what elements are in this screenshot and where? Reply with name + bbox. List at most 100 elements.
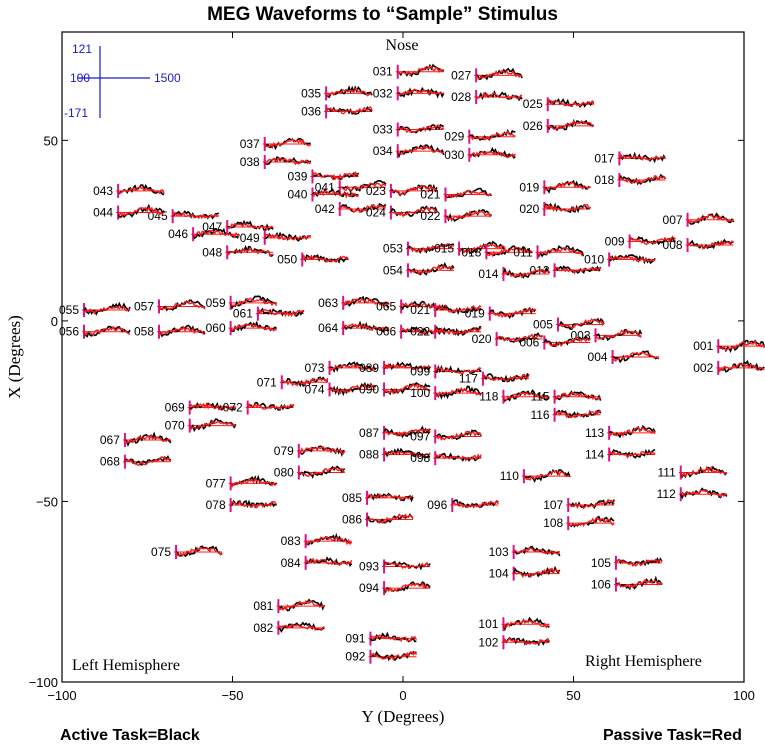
sensor-label: 066: [376, 325, 396, 339]
sensor-label: 019: [519, 180, 539, 194]
passive-waveform: [618, 153, 666, 162]
active-waveform: [554, 390, 602, 401]
sensor-021b: 021: [410, 303, 482, 318]
sensor-label: 085: [342, 491, 362, 505]
passive-waveform: [513, 567, 561, 579]
passive-waveform: [513, 547, 561, 555]
sensor-label: 054: [383, 263, 403, 277]
passive-waveform: [301, 254, 349, 263]
sensor-050: 050: [277, 252, 349, 267]
sensor-069: 069: [165, 400, 237, 415]
sensor-label: 086: [342, 513, 362, 527]
sensor-038: 038: [240, 155, 312, 169]
sensor-072: 072: [223, 400, 295, 415]
sensor-label: 065: [376, 299, 396, 313]
y-axis-label: X (Degrees): [5, 315, 24, 399]
waveform-layer: 031 027 035 032 028 025 036 033 029 026 037 034 030 0…: [59, 63, 765, 664]
sensor-084: 084: [281, 555, 353, 570]
active-waveform: [544, 179, 591, 194]
passive-waveform: [407, 263, 455, 275]
sensor-106: 106: [591, 575, 663, 592]
passive-waveform: [628, 236, 677, 245]
passive-waveform: [124, 434, 172, 445]
sensor-033: 033: [373, 122, 445, 137]
sensor-label: 077: [206, 476, 226, 490]
y-tick-label: 50: [44, 133, 58, 148]
passive-waveform: [686, 214, 735, 224]
sensor-label: 093: [359, 559, 379, 573]
passive-waveform: [383, 362, 431, 372]
sensor-label: 034: [373, 144, 393, 158]
sensor-056: 056: [59, 324, 131, 339]
passive-waveform: [172, 211, 220, 220]
sensor-label: 007: [663, 213, 683, 227]
sensor-028: 028: [451, 89, 523, 104]
passive-waveform: [383, 582, 431, 593]
sensor-label: 104: [489, 567, 509, 581]
passive-waveform: [298, 466, 346, 478]
sensor-079: 079: [274, 443, 346, 458]
sensor-022b: 022: [410, 324, 482, 339]
passive-waveform: [475, 91, 523, 100]
sensor-label: 105: [591, 556, 611, 570]
sensor-label: 067: [100, 433, 120, 447]
sensor-091: 091: [345, 631, 418, 646]
passive-waveform: [485, 245, 533, 258]
active-waveform: [536, 245, 585, 258]
sensor-label: 008: [663, 238, 683, 252]
passive-waveform: [554, 391, 601, 401]
sensor-025: 025: [523, 97, 595, 112]
sensor-label: 043: [93, 184, 113, 198]
nose-label: Nose: [386, 37, 419, 54]
sensor-label: 079: [274, 444, 294, 458]
sensor-label: 111: [658, 466, 677, 480]
legend-passive-task: Passive Task=Red: [603, 727, 742, 744]
passive-waveform: [397, 88, 444, 97]
passive-waveform: [553, 266, 601, 275]
x-tick-label: −100: [47, 688, 76, 703]
sensor-021: 021: [420, 187, 493, 202]
sensor-019b: 019: [465, 306, 537, 321]
sensor-label: 027: [451, 68, 471, 82]
sensor-005: 005: [533, 317, 605, 332]
sensor-label: 025: [523, 97, 543, 111]
sensor-055: 055: [59, 301, 131, 318]
x-tick-label: 0: [399, 688, 406, 703]
sensor-024: 024: [366, 205, 438, 220]
passive-waveform: [482, 373, 530, 382]
passive-waveform: [325, 87, 373, 98]
passive-waveform: [618, 174, 666, 185]
sensor-030: 030: [444, 146, 516, 162]
sensor-037: 037: [240, 136, 312, 151]
sensor-label: 009: [605, 234, 625, 248]
sensor-020: 020: [519, 201, 591, 216]
passive-waveform: [502, 617, 550, 629]
active-waveform: [513, 545, 561, 557]
active-waveform: [435, 429, 482, 441]
sensor-026: 026: [523, 118, 595, 133]
sensor-label: 055: [59, 303, 79, 317]
sensor-label: 060: [206, 321, 226, 335]
sensor-067: 067: [100, 431, 172, 448]
sensor-label: 112: [657, 487, 676, 501]
active-waveform: [554, 409, 602, 419]
active-waveform: [608, 254, 656, 265]
passive-waveform: [175, 546, 223, 557]
sensor-103: 103: [489, 545, 561, 559]
passive-waveform: [383, 450, 431, 458]
sensor-label: 094: [359, 581, 379, 595]
sensor-label: 033: [373, 123, 393, 137]
passive-waveform: [397, 124, 445, 134]
passive-waveform: [615, 578, 663, 589]
sensor-031: 031: [373, 63, 445, 79]
x-tick-label: −50: [221, 688, 243, 703]
sensor-label: 013: [461, 245, 481, 259]
passive-waveform: [400, 301, 448, 310]
sensor-label: 032: [373, 86, 393, 100]
active-waveform: [277, 621, 325, 633]
sensor-101: 101: [478, 616, 550, 632]
sensor-017: 017: [594, 151, 667, 166]
active-waveform: [486, 245, 533, 257]
sensor-006: 006: [519, 334, 591, 350]
